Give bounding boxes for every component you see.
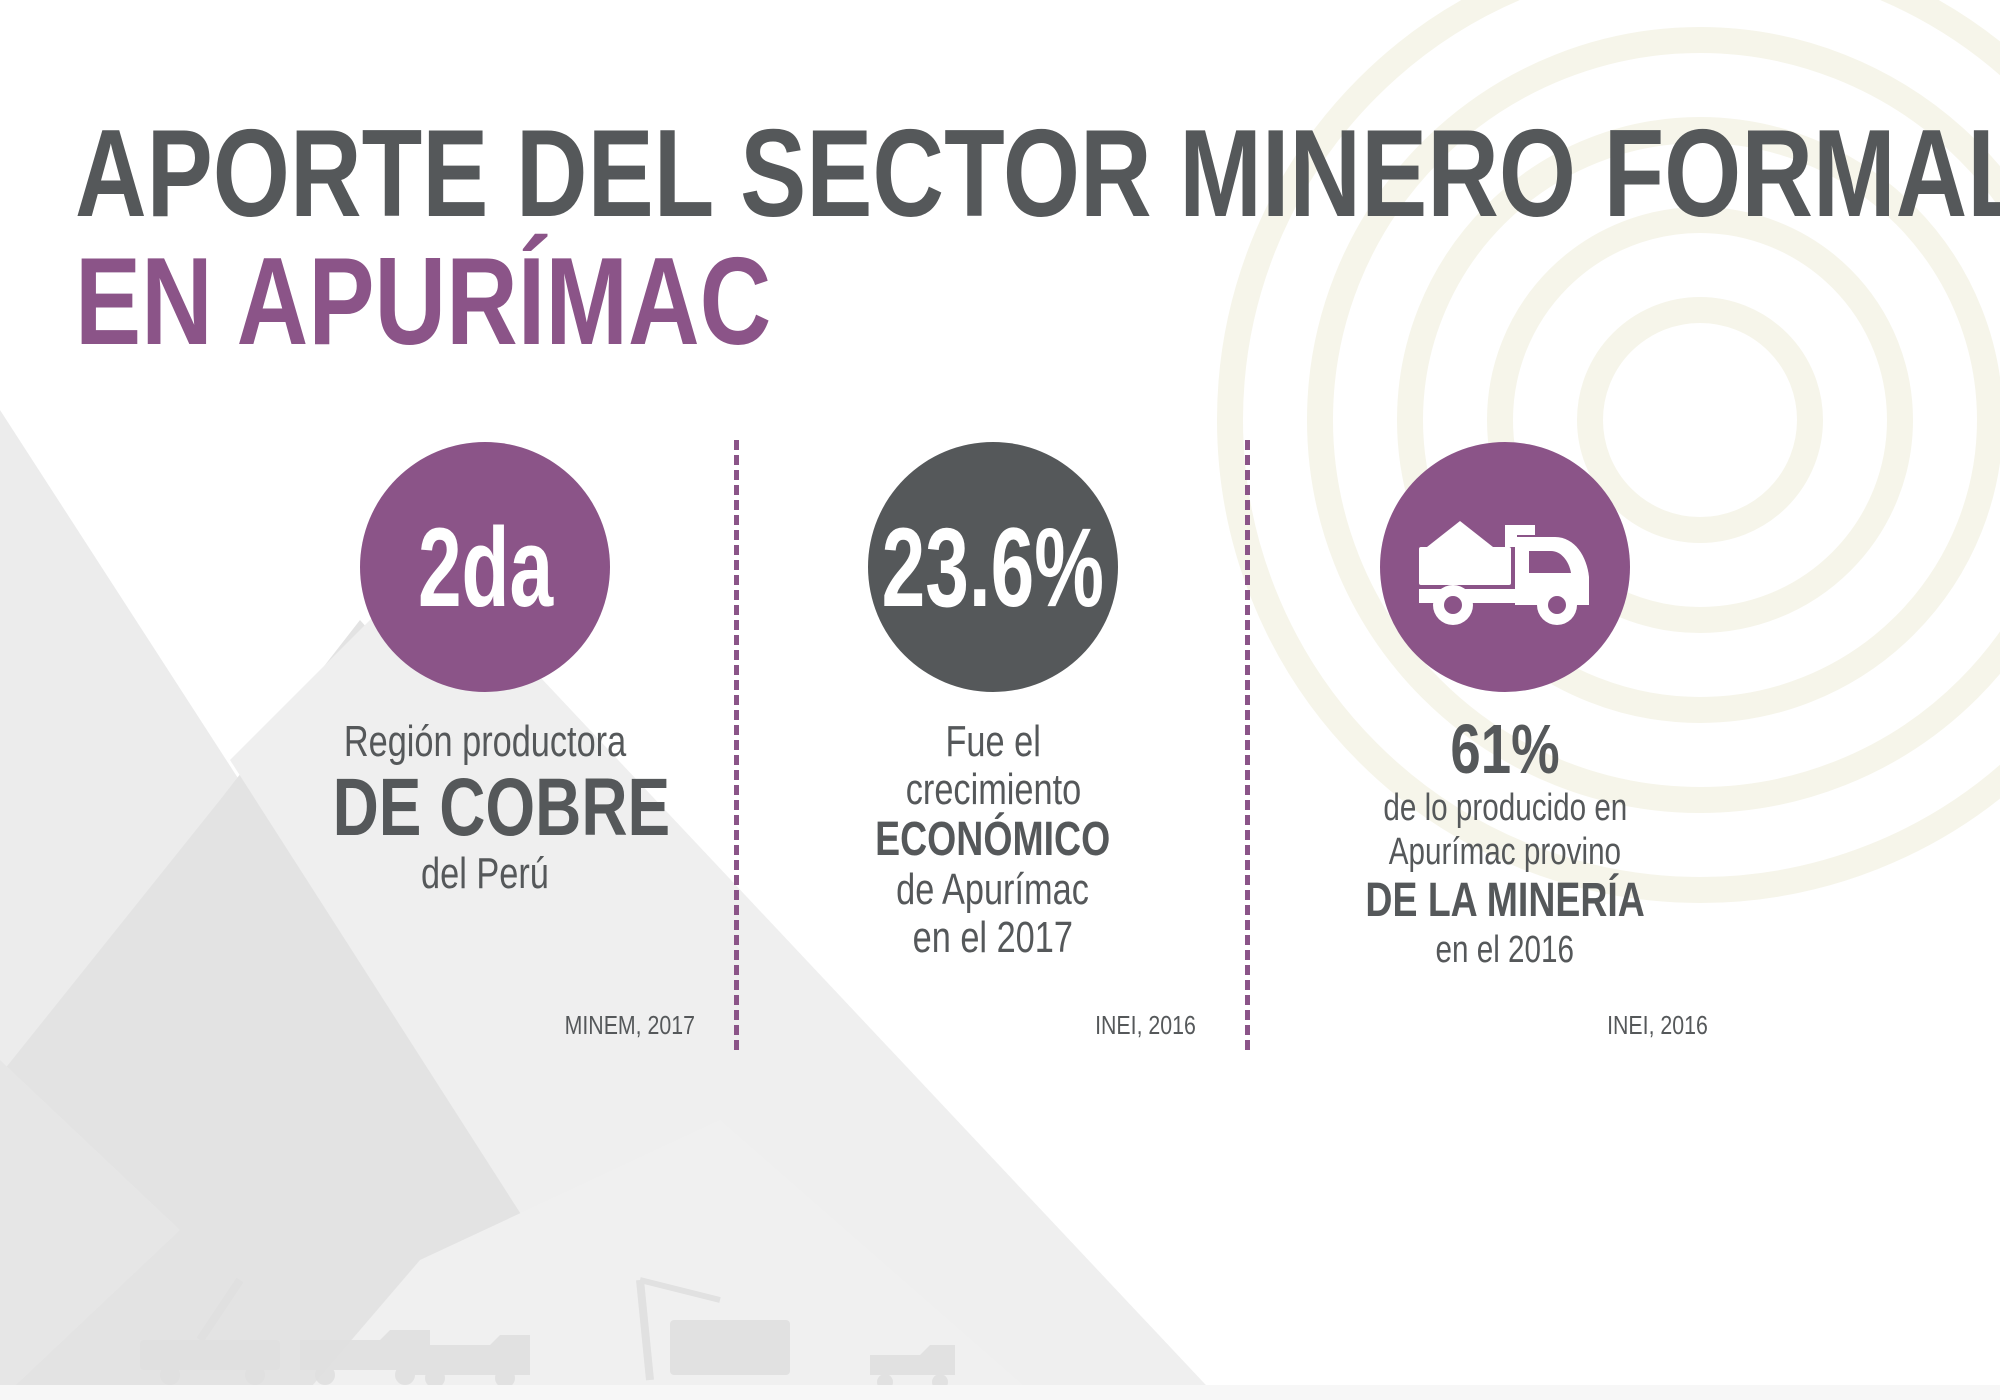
stat-source: MINEM, 2017 [564, 1010, 695, 1040]
column-divider [1245, 440, 1250, 1050]
stat-line: del Perú [421, 849, 549, 898]
stat-line-emphasis: DE LA MINERÍA [1365, 874, 1645, 927]
stat-line: Apurímac provino [1388, 831, 1622, 873]
stat-line: crecimiento [905, 765, 1081, 814]
mountain-shape [300, 1120, 1040, 1400]
page-subtitle: EN APURÍMAC [75, 233, 772, 371]
stat-source: INEI, 2016 [1607, 1010, 1708, 1040]
stat-line: Fue el [945, 717, 1041, 766]
swirl-decoration [1217, 0, 2000, 903]
stat-circle: 23.6% [868, 442, 1118, 692]
stat-circle [1380, 442, 1630, 692]
mountain-shape [230, 560, 1220, 1400]
stat-line-emphasis: DE COBRE [332, 762, 671, 853]
dump-truck-icon [1419, 521, 1589, 625]
stat-line: en el 2017 [912, 913, 1074, 962]
stat-percentage: 61% [1450, 710, 1560, 788]
stat-description: Región productora DE COBRE del Perú [285, 718, 685, 898]
stat-line: en el 2016 [1435, 929, 1575, 971]
stat-line-emphasis: ECONÓMICO [875, 813, 1111, 866]
stat-circle-value: 2da [417, 504, 553, 630]
stat-line: de lo producido en [1383, 787, 1627, 829]
stat-line: Región productora [343, 717, 627, 766]
stat-circle-value: 23.6% [881, 504, 1105, 630]
column-divider [734, 440, 739, 1050]
stat-circle: 2da [360, 442, 610, 692]
stat-source: INEI, 2016 [1095, 1010, 1196, 1040]
stat-description: Fue el crecimiento ECONÓMICO de Apurímac… [793, 718, 1193, 962]
machinery-silhouettes [140, 1277, 955, 1390]
page-title: APORTE DEL SECTOR MINERO FORMAL [75, 105, 2000, 243]
mountain-shape [0, 1060, 180, 1400]
stat-line: de Apurímac [896, 865, 1090, 914]
stat-description: 61% de lo producido en Apurímac provino … [1305, 712, 1705, 972]
